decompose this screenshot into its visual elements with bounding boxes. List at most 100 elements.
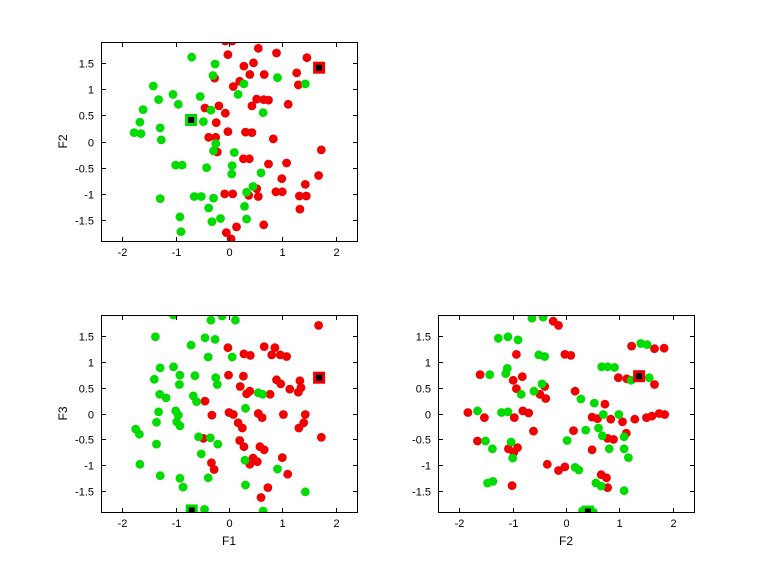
class-red-point — [228, 410, 238, 419]
y-tick-label: -1 — [84, 461, 94, 473]
class-green-point — [175, 212, 185, 222]
class-green-point — [209, 146, 218, 156]
class-red-point — [221, 228, 231, 238]
class-green-point — [503, 332, 513, 342]
class-green-point — [596, 481, 606, 491]
class-green-point — [273, 464, 282, 474]
class-green-point — [175, 421, 185, 431]
class-red-point — [524, 408, 534, 418]
class-green-point — [210, 59, 220, 69]
class-red-point — [239, 61, 249, 71]
class-red-point — [224, 370, 233, 380]
class-green-point — [168, 90, 178, 99]
class-red-point — [223, 127, 233, 136]
class-red-point — [587, 445, 597, 455]
class-green-point — [604, 444, 614, 454]
class-red-point — [316, 432, 326, 442]
class-red-point — [508, 375, 518, 385]
class-red-point — [253, 192, 263, 201]
class-red-point — [235, 382, 245, 391]
class-green-point — [241, 403, 250, 413]
class-green-point — [169, 315, 178, 320]
data-points — [463, 315, 670, 512]
class-red-point — [294, 423, 304, 433]
class-red-point — [507, 481, 517, 490]
class-red-point — [220, 108, 230, 118]
class-red-point — [316, 145, 326, 155]
class-green-point — [227, 169, 237, 179]
class-green-point — [173, 410, 183, 420]
class-green-point — [189, 192, 199, 201]
class-red-point — [204, 132, 214, 142]
class-green-point — [216, 214, 225, 223]
class-green-point — [610, 363, 619, 372]
y-tick-label: 1.5 — [79, 59, 94, 71]
class-green-point — [537, 379, 547, 389]
class-red-point — [300, 410, 310, 419]
class-red-point — [517, 372, 527, 382]
class-red-point — [292, 68, 302, 78]
class-red-point — [554, 321, 563, 330]
class-red-point — [542, 459, 552, 469]
class-red-point — [627, 341, 636, 351]
panel-f3-vs-f1: -2 -1 0 1 2 -1.5 -1 -0.5 0 0.5 1 1.5 F1 F3 — [56, 315, 358, 548]
class-red-point — [252, 94, 262, 104]
class-red-point — [259, 342, 269, 351]
class-red-point — [277, 453, 287, 462]
class-green-point — [506, 437, 516, 447]
y-tick-label: -1.5 — [75, 487, 94, 499]
class-red-point — [475, 370, 485, 379]
y-tick-label: -1.5 — [412, 487, 431, 499]
class-green-point — [229, 148, 239, 157]
class-green-point — [485, 370, 495, 379]
class-green-point — [597, 431, 607, 441]
class-green-point — [562, 436, 572, 445]
class-red-point — [209, 465, 219, 474]
class-green-point — [574, 465, 584, 475]
class-red-point — [606, 414, 616, 424]
x-tick-label: -1 — [509, 518, 519, 530]
class-red-point — [259, 445, 269, 455]
class-green-point — [529, 386, 539, 396]
class-green-point — [241, 480, 250, 490]
y-axis-label: F2 — [56, 134, 70, 148]
selected-green-marker — [185, 114, 198, 126]
class-green-point — [171, 160, 181, 170]
class-green-point — [178, 482, 188, 492]
class-red-point — [271, 187, 281, 197]
class-green-point — [642, 340, 652, 349]
class-green-point — [208, 71, 218, 80]
class-green-point — [176, 227, 186, 237]
class-red-point — [267, 350, 277, 360]
x-tick-label: 2 — [670, 518, 676, 530]
class-green-point — [513, 335, 523, 345]
class-red-point — [242, 389, 252, 399]
class-red-point — [279, 410, 288, 419]
x-tick-label: 0 — [563, 518, 569, 530]
x-tick-label: 2 — [333, 518, 339, 530]
class-red-point — [513, 443, 522, 453]
class-red-point — [630, 414, 640, 424]
class-green-point — [155, 194, 165, 204]
class-red-point — [226, 234, 236, 241]
y-tick-label: 1 — [425, 358, 431, 370]
class-red-point — [618, 417, 627, 427]
data-points — [129, 42, 326, 241]
class-red-point — [257, 413, 267, 422]
class-red-point — [650, 380, 659, 389]
class-green-point — [273, 73, 282, 82]
y-tick-label: 1.5 — [416, 332, 431, 344]
y-axis-label: F3 — [56, 406, 70, 420]
class-green-point — [175, 380, 184, 389]
class-green-point — [538, 315, 548, 322]
y-tick-label: -1.5 — [75, 216, 94, 228]
class-red-point — [512, 350, 521, 359]
x-tick-label: 1 — [279, 247, 285, 259]
class-green-point — [581, 425, 591, 435]
class-red-point — [295, 376, 305, 386]
class-green-point — [242, 187, 252, 197]
plot-box — [438, 315, 695, 513]
class-red-point — [223, 50, 233, 59]
y-tick-label: -0.5 — [75, 164, 94, 176]
y-tick-label: -0.5 — [75, 435, 94, 447]
